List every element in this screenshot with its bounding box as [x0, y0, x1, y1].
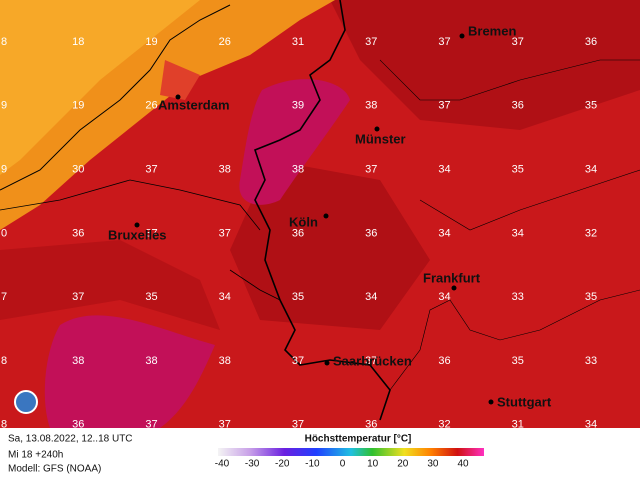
city-label: Bruxelles — [108, 227, 167, 242]
grid-value: 38 — [292, 164, 304, 176]
grid-value: 19 — [145, 36, 157, 48]
grid-value: 37 — [365, 355, 377, 367]
grid-value: 37 — [219, 227, 231, 239]
grid-value: 37 — [292, 419, 304, 431]
grid-value: 37 — [145, 227, 157, 239]
grid-value: 37 — [365, 36, 377, 48]
grid-value: 34 — [438, 164, 450, 176]
city-dot — [323, 213, 329, 219]
grid-value: 37 — [145, 419, 157, 431]
city-label: Frankfurt — [423, 270, 481, 285]
grid-value: 34 — [438, 291, 450, 303]
grid-value: 31 — [512, 419, 524, 431]
grid-value: 35 — [512, 355, 524, 367]
grid-value: 36 — [365, 227, 377, 239]
grid-value: 38 — [219, 355, 231, 367]
colorbar — [218, 448, 484, 456]
grid-value: 37 — [219, 419, 231, 431]
grid-value: 0 — [1, 227, 7, 239]
grid-value: 38 — [219, 164, 231, 176]
map-background — [0, 0, 640, 428]
grid-value: 36 — [292, 227, 304, 239]
grid-value: 8 — [1, 355, 7, 367]
grid-value: 33 — [512, 291, 524, 303]
city-dot — [324, 360, 330, 366]
grid-value: 35 — [145, 291, 157, 303]
borders — [0, 0, 640, 421]
grid-value: 19 — [72, 100, 84, 112]
city-label: Münster — [355, 131, 406, 146]
legend-tick-label: -20 — [275, 459, 290, 470]
city-label: Saarbrücken — [333, 353, 412, 368]
city-label: Bremen — [468, 23, 516, 38]
grid-value: 34 — [438, 227, 450, 239]
legend-tick-label: 30 — [427, 459, 439, 470]
legend-tick-label: 20 — [397, 459, 409, 470]
grid-value: 7 — [1, 291, 7, 303]
footer-date: Sa, 13.08.2022, 12..18 UTC — [8, 434, 133, 445]
grid-value: 35 — [585, 291, 597, 303]
grid-value: 37 — [72, 291, 84, 303]
grid-value: 37 — [145, 164, 157, 176]
footer-lead: Mi 18 +240h — [8, 450, 63, 461]
grid-value: 26 — [145, 100, 157, 112]
grid-value: 37 — [292, 355, 304, 367]
legend-tick-label: 10 — [367, 459, 379, 470]
grid-value: 37 — [512, 36, 524, 48]
city-dot — [451, 285, 457, 291]
grid-value: 34 — [585, 419, 597, 431]
grid-value: 36 — [72, 419, 84, 431]
grid-value: 8 — [1, 419, 7, 431]
grid-value: 36 — [365, 419, 377, 431]
grid-value: 32 — [438, 419, 450, 431]
grid-value: 26 — [219, 36, 231, 48]
city-label: Stuttgart — [497, 394, 552, 409]
grid-value: 37 — [438, 100, 450, 112]
grid-value: 37 — [365, 164, 377, 176]
grid-value: 38 — [145, 355, 157, 367]
grid-value: 18 — [72, 36, 84, 48]
city-label: Köln — [289, 214, 318, 229]
grid-value: 39 — [292, 100, 304, 112]
legend-tick-label: -10 — [305, 459, 320, 470]
legend-tick-label: -40 — [215, 459, 230, 470]
grid-value: 36 — [512, 100, 524, 112]
grid-value: 34 — [585, 164, 597, 176]
legend-tick-label: -30 — [245, 459, 260, 470]
grid-value: 38 — [72, 355, 84, 367]
grid-value: 33 — [585, 355, 597, 367]
city-dot — [374, 126, 380, 132]
city-dot — [175, 94, 181, 100]
grid-value: 36 — [438, 355, 450, 367]
legend-title: Höchsttemperatur [°C] — [305, 434, 412, 445]
grid-value: 34 — [512, 227, 524, 239]
grid-value: 8 — [1, 36, 7, 48]
grid-value: 34 — [365, 291, 377, 303]
grid-value: 30 — [72, 164, 84, 176]
logo — [14, 390, 38, 414]
grid-value: 31 — [292, 36, 304, 48]
grid-value: 35 — [292, 291, 304, 303]
city-dot — [459, 33, 465, 39]
city-dot — [488, 399, 494, 405]
legend-tick-label: 40 — [457, 459, 469, 470]
grid-value: 36 — [72, 227, 84, 239]
grid-value: 36 — [585, 36, 597, 48]
grid-value: 37 — [438, 36, 450, 48]
grid-value: 34 — [219, 291, 231, 303]
city-dot — [134, 222, 140, 228]
grid-value: 32 — [585, 227, 597, 239]
legend-tick-label: 0 — [340, 459, 346, 470]
city-label: Amsterdam — [158, 97, 230, 112]
grid-value: 38 — [365, 100, 377, 112]
grid-value: 9 — [1, 164, 7, 176]
footer-model: Modell: GFS (NOAA) — [8, 464, 101, 475]
grid-value: 35 — [585, 100, 597, 112]
grid-value: 9 — [1, 100, 7, 112]
grid-value: 35 — [512, 164, 524, 176]
